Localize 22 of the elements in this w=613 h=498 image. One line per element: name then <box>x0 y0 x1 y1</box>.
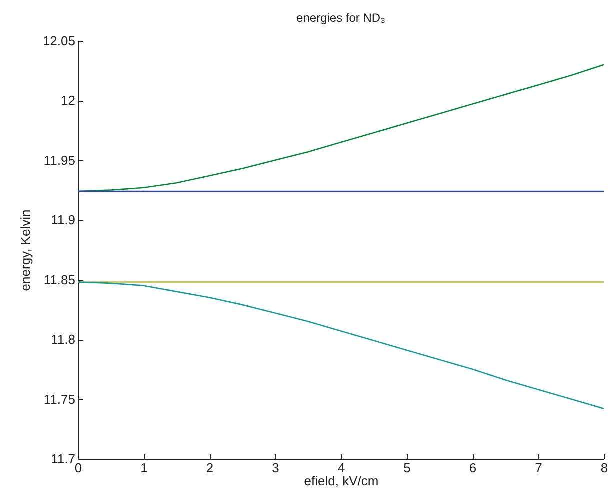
y-axis-title: energy, Kelvin <box>18 210 33 292</box>
y-tick-label: 11.95 <box>44 152 76 168</box>
x-tick-label: 7 <box>535 460 542 476</box>
x-tick-label: 6 <box>469 460 477 476</box>
x-axis-title: efield, kV/cm <box>304 474 379 488</box>
y-tick-label: 11.9 <box>51 212 76 228</box>
y-tick-label: 12 <box>61 93 76 108</box>
x-tick-label: 0 <box>74 460 82 476</box>
x-tick-label: 3 <box>272 460 280 476</box>
line-series <box>78 64 604 192</box>
y-tick-label: 11.7 <box>51 452 76 466</box>
y-tick-label: 11.8 <box>51 332 76 348</box>
y-tick-label: 12.05 <box>42 34 76 48</box>
x-tick-label: 4 <box>338 460 346 476</box>
x-tick-label: 5 <box>404 460 411 476</box>
y-tick-label: 11.85 <box>44 272 76 288</box>
y-tick-label: 11.75 <box>44 392 76 407</box>
x-tick-label: 2 <box>206 460 214 476</box>
x-tick-label: 8 <box>600 460 608 476</box>
x-tick-label: 1 <box>140 460 148 476</box>
line-series <box>78 282 604 410</box>
chart-title: energies for ND₃ <box>296 11 386 25</box>
